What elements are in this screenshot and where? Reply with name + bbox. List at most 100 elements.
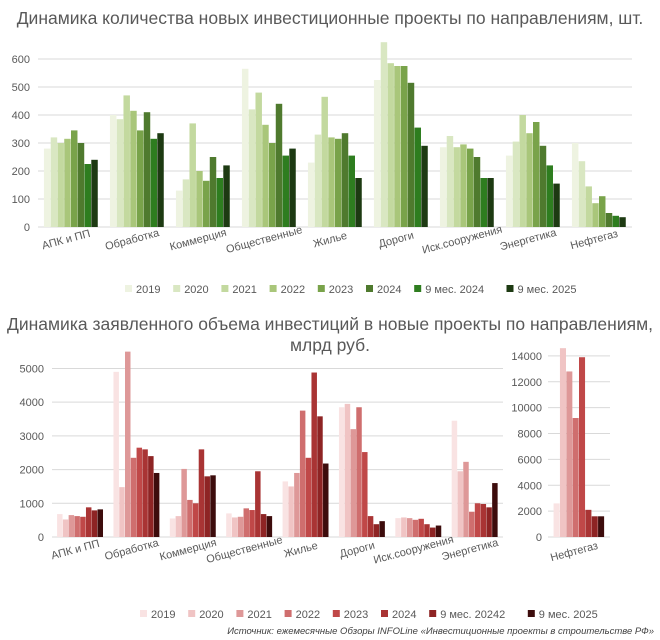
c2-bar — [85, 507, 92, 537]
c1-bar — [460, 144, 467, 227]
c1-bar — [248, 109, 256, 227]
chart-2-title: Динамика заявленного объема инвестиций в… — [7, 314, 653, 355]
c1-bar — [157, 133, 164, 227]
c1-bar — [91, 159, 98, 227]
c3-bar — [579, 357, 586, 537]
c1-bar — [269, 143, 276, 227]
c1-bar — [203, 180, 210, 227]
c2-bar — [401, 517, 407, 537]
c1-bar — [571, 143, 579, 227]
c1-bar — [467, 148, 474, 227]
c3-y-tick-label: 4000 — [518, 480, 542, 492]
c3-bar — [572, 418, 579, 537]
c2-y-tick-label: 5000 — [20, 363, 44, 375]
c2-bar — [119, 487, 125, 537]
c1-bar — [599, 196, 606, 227]
c2-bar — [198, 449, 205, 537]
c2-bar — [492, 483, 498, 537]
c2-bar — [412, 519, 419, 537]
c2-y-tick-label: 0 — [38, 532, 44, 544]
c2-bar — [317, 416, 323, 537]
c2-bar — [97, 509, 104, 537]
c2-x-tick-label: АПК и ПП — [50, 538, 101, 562]
c2-y-tick-label: 3000 — [20, 431, 44, 443]
c2-legend-label: 9 мес. 20242 — [440, 609, 505, 621]
c3-y-tick-label: 12000 — [511, 377, 542, 389]
c2-bar — [210, 475, 216, 537]
c2-bar — [451, 420, 458, 537]
c2-bar — [125, 351, 131, 537]
c2-bar — [169, 518, 176, 537]
c2-bar — [148, 456, 154, 537]
c1-bar — [480, 178, 487, 227]
c2-bar — [311, 372, 317, 537]
c1-bar — [150, 138, 157, 227]
c1-bar — [123, 95, 130, 228]
c2-bar — [153, 472, 160, 537]
c1-bar — [64, 138, 71, 227]
c2-bar — [362, 452, 368, 537]
c1-bar — [505, 155, 513, 227]
c1-legend-label: 2020 — [184, 284, 208, 296]
c3-y-tick-label: 10000 — [511, 403, 542, 415]
c1-y-tick-label: 400 — [12, 110, 30, 122]
c2-bar — [62, 519, 69, 537]
c1-bar — [262, 124, 269, 227]
c1-legend-label: 2019 — [136, 284, 160, 296]
c1-bar — [341, 133, 349, 227]
c1-bar — [77, 143, 85, 227]
c1-bar — [50, 137, 58, 227]
c2-legend-swatch — [236, 610, 244, 617]
chart-1-title: Динамика количества новых инвестиционные… — [16, 8, 644, 28]
c1-legend-label: 2023 — [329, 284, 353, 296]
c1-y-tick-label: 200 — [12, 166, 30, 178]
c1-bar — [380, 42, 388, 228]
c2-bar — [379, 521, 385, 537]
c1-bar — [71, 130, 78, 227]
c1-bar — [189, 123, 196, 227]
c2-bar — [323, 463, 329, 537]
c1-legend-swatch — [125, 285, 132, 292]
c1-bar — [348, 155, 355, 227]
c1-bar — [137, 130, 144, 227]
c2-x-tick-label: Дороги — [338, 540, 376, 561]
c2-bar — [142, 449, 148, 537]
c1-bar — [526, 133, 533, 227]
c2-bar — [237, 516, 244, 537]
c1-bar — [512, 141, 520, 227]
c3-bar — [559, 348, 566, 537]
c1-bar — [453, 147, 460, 227]
c2-legend-label: 2022 — [296, 609, 320, 621]
c2-bar — [68, 515, 75, 537]
c2-bar — [294, 472, 300, 537]
c2-bar — [474, 503, 481, 537]
c1-bar — [387, 63, 394, 228]
c1-bar — [328, 137, 335, 227]
c3-bar — [585, 509, 592, 537]
c2-bar — [80, 516, 86, 537]
c2-bar — [480, 503, 487, 537]
c1-bar — [175, 190, 183, 227]
c2-bar — [175, 516, 182, 537]
c1-bar — [373, 80, 381, 227]
c1-bar — [578, 161, 586, 227]
c2-legend-swatch — [381, 610, 388, 617]
c1-bar — [355, 178, 362, 227]
c1-bar — [43, 148, 51, 227]
c3-x-tick-label: Нефтегаз — [549, 540, 599, 564]
c1-bar — [533, 122, 540, 227]
c3-bar — [598, 516, 605, 537]
c2-legend-label: 2024 — [392, 609, 416, 621]
c1-bar — [255, 92, 262, 227]
c1-bar — [216, 178, 223, 227]
c2-legend-label: 2023 — [344, 609, 368, 621]
c2-legend-label: 2019 — [151, 609, 175, 621]
c1-y-tick-label: 100 — [12, 194, 30, 206]
c1-bar — [182, 179, 190, 227]
c2-bar — [57, 514, 63, 537]
c1-bar — [612, 215, 619, 227]
c2-legend-swatch — [527, 610, 535, 617]
c1-bar — [446, 136, 454, 227]
c2-bar — [288, 486, 294, 537]
